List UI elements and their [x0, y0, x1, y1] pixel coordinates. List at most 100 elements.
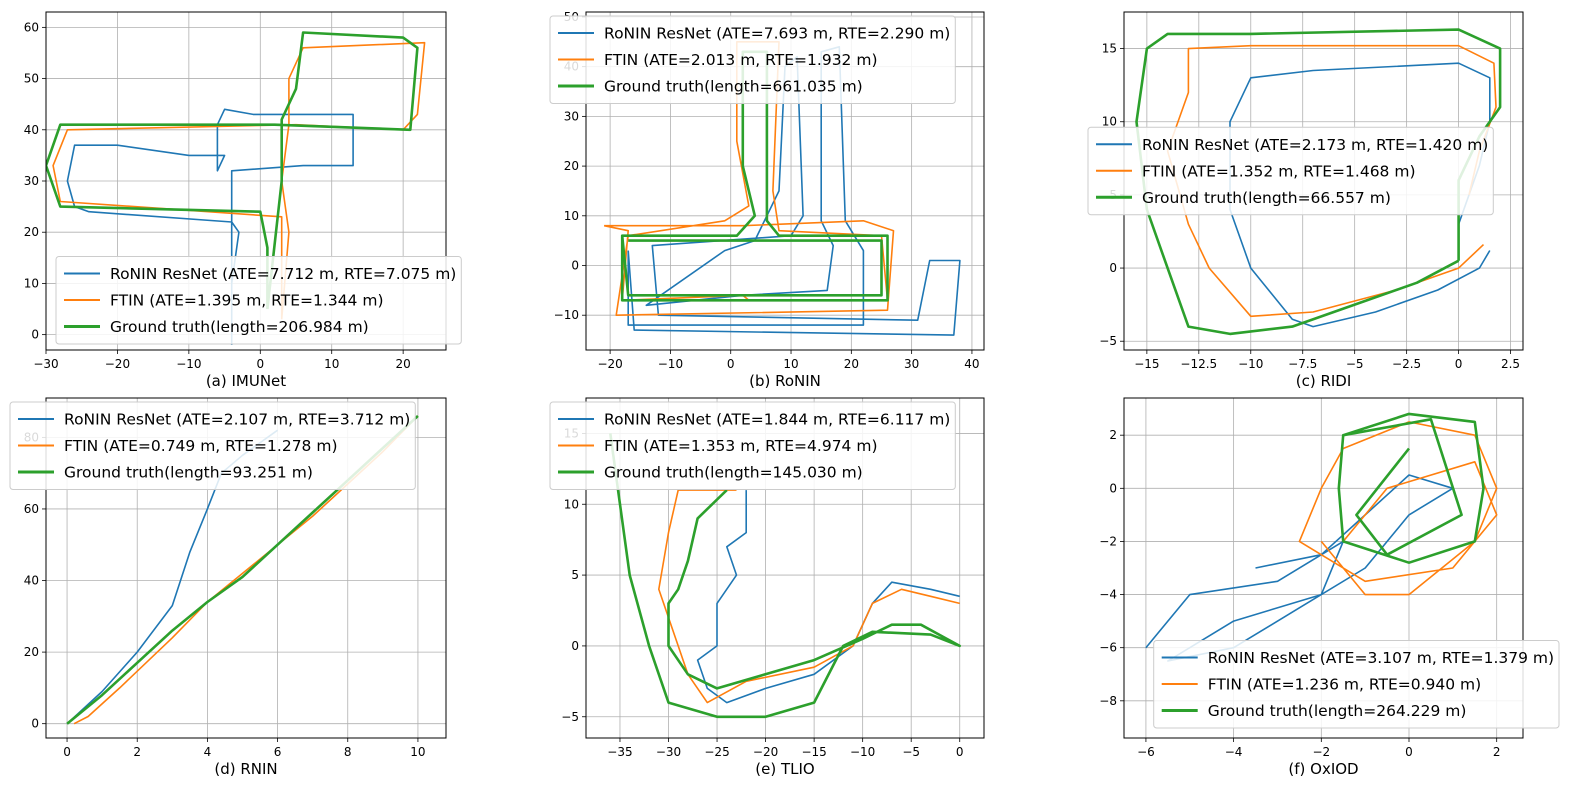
y-tick-label: 2 — [1109, 428, 1117, 442]
subplot-1: −30 −20 −10 0 10 20 0 10 20 30 40 50 60 (a) IMUNet RoN… — [24, 11, 462, 390]
x-tick-label: −6 — [1137, 745, 1155, 759]
legend-label-ftin: FTIN (ATE=0.749 m, RTE=1.278 m) — [64, 437, 338, 455]
legend-label-gt: Ground truth(length=206.984 m) — [110, 318, 369, 336]
x-tick-label: 10 — [324, 357, 339, 371]
x-tick-label: 0 — [956, 745, 964, 759]
y-tick-label: 10 — [1102, 115, 1117, 129]
y-tick-label: 10 — [564, 497, 579, 511]
legend-label-ftin: FTIN (ATE=2.013 m, RTE=1.932 m) — [604, 51, 878, 69]
subplot-caption: (a) IMUNet — [206, 372, 286, 390]
y-tick-label: −2 — [1099, 534, 1117, 548]
y-tick-label: 10 — [564, 209, 579, 223]
x-tick-label: 10 — [783, 357, 798, 371]
x-tick-label: −20 — [753, 745, 778, 759]
legend-label-ronin: RoNIN ResNet (ATE=1.844 m, RTE=6.117 m) — [604, 411, 950, 429]
y-tick-label: 0 — [31, 717, 39, 731]
series-line-ftin — [1166, 44, 1497, 318]
legend: RoNIN ResNet (ATE=7.693 m, RTE=2.290 m) F… — [549, 15, 956, 104]
x-tick-label: −20 — [105, 357, 130, 371]
series-line-ftin — [52, 41, 426, 320]
legend-box — [1087, 126, 1494, 216]
x-tick-label: 0 — [63, 745, 71, 759]
x-tick-label: 8 — [344, 745, 352, 759]
legend-label-gt: Ground truth(length=264.229 m) — [1208, 702, 1467, 720]
legend-label-gt: Ground truth(length=93.251 m) — [64, 464, 313, 482]
x-tick-label: −30 — [33, 357, 58, 371]
legend-label-ronin: RoNIN ResNet (ATE=3.107 m, RTE=1.379 m) — [1208, 649, 1554, 667]
plot-frame — [585, 397, 985, 739]
subplot-5: −35−30−25−20−15−10−50−5051015(e) TLIORoN… — [549, 397, 985, 778]
y-tick-label: 5 — [571, 568, 579, 582]
subplot-6: −6 −4 −2 0 2 −8 −6 −4 −2 0 2 (f) OxIOD RoNIN ResNet … — [1099, 397, 1560, 778]
x-tick-label: −25 — [704, 745, 729, 759]
legend-label-ronin: RoNIN ResNet (ATE=7.693 m, RTE=2.290 m) — [604, 25, 950, 43]
y-tick-label: −5 — [1099, 334, 1117, 348]
x-tick-label: −35 — [607, 745, 632, 759]
series-line-ftin — [1298, 421, 1498, 596]
x-tick-label: 20 — [396, 357, 411, 371]
x-tick-label: −10 — [658, 357, 683, 371]
legend-label-ftin: FTIN (ATE=1.352 m, RTE=1.468 m) — [1142, 162, 1416, 180]
legend-label-gt: Ground truth(length=661.035 m) — [604, 78, 863, 96]
legend-label-gt: Ground truth(length=145.030 m) — [604, 464, 863, 482]
x-tick-label: −30 — [656, 745, 681, 759]
y-tick-label: 20 — [24, 225, 39, 239]
y-tick-label: −8 — [1099, 694, 1117, 708]
x-tick-label: −5 — [1346, 357, 1364, 371]
legend-label-ronin: RoNIN ResNet (ATE=7.712 m, RTE=7.075 m) — [110, 265, 456, 283]
x-tick-label: 0 — [727, 357, 735, 371]
subplot-caption: (c) RIDI — [1296, 372, 1352, 390]
x-tick-label: −15 — [801, 745, 826, 759]
legend-label-ftin: FTIN (ATE=1.353 m, RTE=4.974 m) — [604, 437, 878, 455]
plot-frame — [45, 11, 447, 351]
y-tick-label: 0 — [571, 639, 579, 653]
subplot-3: −15−12.5−10−7.5−5−2.502.5−5051015(c) RID… — [1087, 11, 1524, 390]
y-tick-label: 0 — [31, 328, 39, 342]
y-tick-label: 30 — [564, 109, 579, 123]
x-tick-label: −5 — [902, 745, 920, 759]
legend-label-ronin: RoNIN ResNet (ATE=2.107 m, RTE=3.712 m) — [64, 411, 410, 429]
series-line-gt — [609, 433, 961, 719]
x-tick-label: 0 — [256, 357, 264, 371]
legend: RoNIN ResNet (ATE=2.107 m, RTE=3.712 m) F… — [9, 401, 416, 490]
x-tick-label: −7.5 — [1288, 357, 1317, 371]
x-tick-label: −10 — [850, 745, 875, 759]
x-tick-label: −15 — [1134, 357, 1159, 371]
x-tick-label: −2.5 — [1392, 357, 1421, 371]
subplot-caption: (e) TLIO — [755, 760, 814, 778]
x-tick-label: 6 — [274, 745, 282, 759]
legend: RoNIN ResNet (ATE=7.712 m, RTE=7.075 m) F… — [55, 256, 462, 345]
x-tick-label: 2.5 — [1501, 357, 1520, 371]
series-line-ftin — [658, 489, 960, 704]
y-tick-label: 0 — [571, 259, 579, 273]
y-tick-label: 60 — [24, 20, 39, 34]
x-tick-label: 30 — [904, 357, 919, 371]
series-line-ronin — [1145, 474, 1454, 662]
legend-label-ronin: RoNIN ResNet (ATE=2.173 m, RTE=1.420 m) — [1142, 136, 1488, 154]
subplot-caption: (f) OxIOD — [1288, 760, 1358, 778]
y-tick-label: 10 — [24, 276, 39, 290]
y-tick-label: 0 — [1109, 261, 1117, 275]
y-tick-label: 40 — [24, 574, 39, 588]
legend-box — [549, 15, 956, 104]
series-line-ronin — [66, 108, 354, 345]
legend: RoNIN ResNet (ATE=1.844 m, RTE=6.117 m) F… — [549, 401, 956, 490]
y-tick-label: 60 — [24, 502, 39, 516]
y-tick-label: 20 — [564, 159, 579, 173]
y-tick-label: 40 — [24, 123, 39, 137]
legend-box — [9, 401, 416, 490]
series-line-gt — [1337, 412, 1485, 564]
y-tick-label: 0 — [1109, 481, 1117, 495]
legend-box — [55, 256, 462, 345]
legend-label-ftin: FTIN (ATE=1.236 m, RTE=0.940 m) — [1208, 676, 1482, 694]
series-line-gt — [46, 31, 419, 310]
subplot-caption: (b) RoNIN — [749, 372, 821, 390]
legend-box — [549, 401, 956, 490]
x-tick-label: 0 — [1455, 357, 1463, 371]
x-tick-label: 2 — [1493, 745, 1501, 759]
legend: RoNIN ResNet (ATE=3.107 m, RTE=1.379 m) F… — [1153, 640, 1560, 729]
subplot-caption: (d) RNIN — [214, 760, 277, 778]
x-tick-label: 4 — [204, 745, 212, 759]
